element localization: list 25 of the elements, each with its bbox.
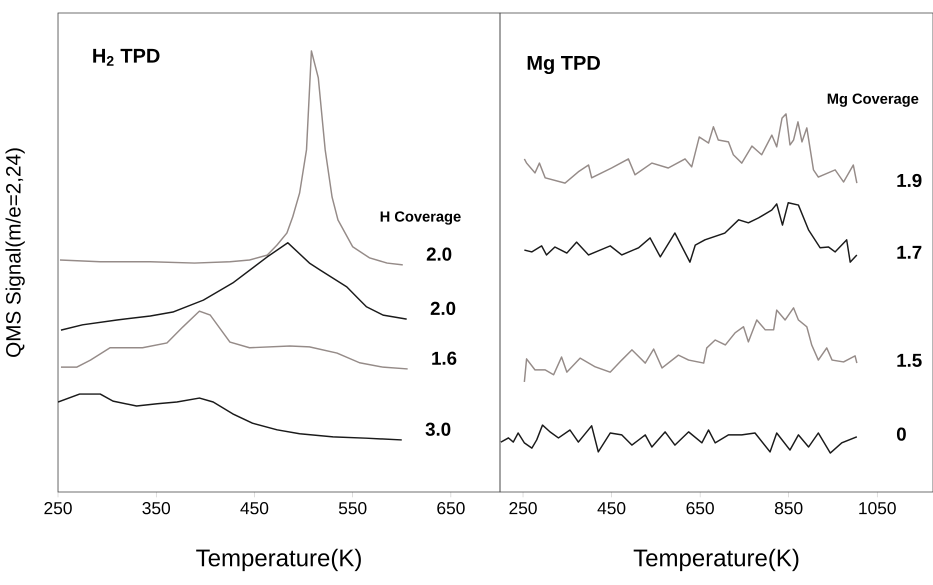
text: 1.5 (897, 354, 922, 367)
x-tick-label: 250 (44, 502, 72, 514)
x-tick-label: 650 (686, 502, 714, 514)
x-tick-label: 550 (338, 502, 366, 514)
chart-title: Mg TPD (528, 56, 600, 74)
series-label: 2.0 (426, 248, 452, 261)
chart-title: H$_{2}$ TPD (93, 48, 160, 66)
legend-title: H Coverage (380, 211, 461, 225)
series-label: 2.0 (430, 302, 456, 316)
y-axis-title: QMS Signal(m/e=2,24) (6, 148, 25, 357)
text: 0 (896, 428, 906, 441)
text: 1.7 (897, 246, 922, 259)
x-tick-label: 450 (598, 502, 626, 514)
series-label: 3.0 (426, 422, 450, 436)
series-label: 1.6 (432, 352, 456, 365)
x-tick-label: 250 (509, 502, 537, 514)
text: 1.9 (897, 174, 922, 188)
x-tick-label: 850 (774, 502, 802, 514)
x-tick-label: 1050 (859, 502, 896, 514)
x-tick-label: 650 (437, 502, 465, 514)
x-axis-title: Temperature(K) (196, 548, 361, 572)
x-tick-label: 350 (142, 502, 170, 514)
legend-title: Mg Coverage (828, 94, 918, 107)
x-tick-label: 450 (240, 502, 268, 514)
x-axis-title: Temperature(K) (634, 548, 798, 572)
